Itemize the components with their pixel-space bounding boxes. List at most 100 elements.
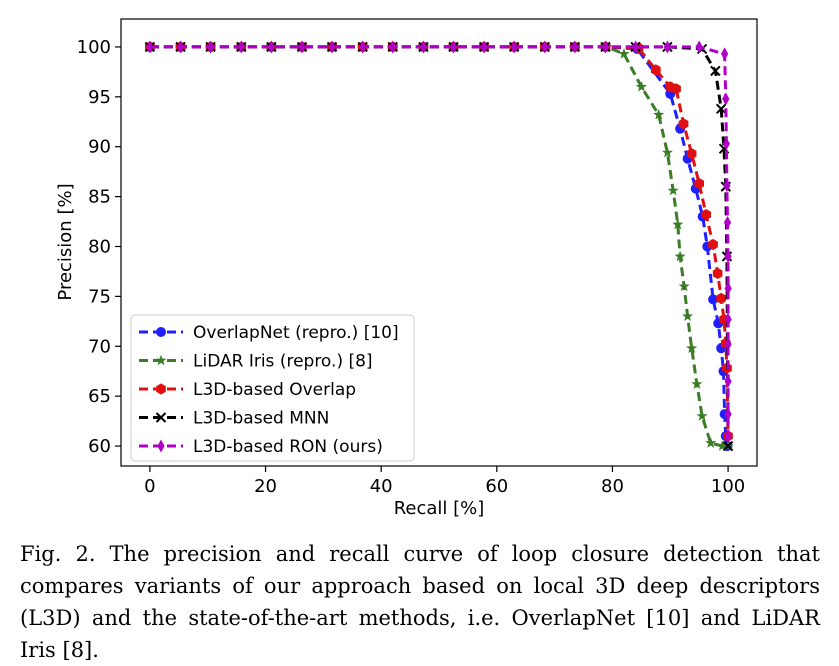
data-point	[671, 83, 681, 95]
data-point	[359, 40, 367, 54]
data-point	[207, 40, 215, 54]
legend-marker	[156, 383, 166, 395]
legend-entry: OverlapNet (repro.) [10]	[139, 323, 399, 343]
legend-entry: L3D-based RON (ours)	[139, 437, 383, 457]
x-tick-label: 40	[370, 476, 393, 497]
plot-area	[144, 40, 734, 452]
legend-marker	[155, 412, 167, 423]
legend-label: L3D-based Overlap	[193, 380, 356, 400]
data-point	[449, 40, 458, 54]
x-tick-label: 20	[254, 476, 277, 497]
data-point	[237, 40, 245, 54]
data-point	[724, 407, 732, 421]
data-point	[723, 179, 731, 193]
caption-label: Fig. 2.	[20, 542, 96, 566]
legend-marker	[156, 327, 166, 337]
data-point	[722, 92, 730, 106]
legend: OverlapNet (repro.) [10] LiDAR Iris (repr…	[130, 314, 415, 462]
data-point	[631, 40, 640, 54]
data-point	[724, 281, 732, 295]
axes-frame	[120, 18, 758, 467]
precision-recall-chart: 0 20 40 60 80 100 60 65 70 75 80 85 90 95 100 Recall …	[55, 18, 758, 519]
data-point	[695, 40, 703, 54]
data-point	[723, 216, 732, 230]
data-point	[724, 429, 732, 443]
data-point	[721, 47, 729, 61]
x-tick-label: 80	[601, 476, 624, 497]
data-point	[724, 249, 732, 263]
data-point	[678, 118, 689, 130]
data-point	[601, 40, 610, 54]
legend-label: LiDAR Iris (repro.) [8]	[193, 352, 373, 372]
data-point	[716, 292, 726, 304]
legend-label: L3D-based MNN	[193, 409, 329, 429]
figure-caption: Fig. 2. The precision and recall curve of…	[20, 538, 820, 666]
y-tick-label: 60	[88, 436, 111, 457]
legend-label: OverlapNet (repro.) [10]	[193, 323, 399, 343]
legend-entry: LiDAR Iris (repro.) [8]	[139, 352, 373, 372]
data-point	[694, 178, 704, 190]
x-axis-label: Recall [%]	[394, 498, 485, 519]
data-point	[298, 40, 306, 54]
x-tick-label: 100	[711, 476, 745, 497]
data-point	[686, 148, 697, 160]
y-tick-label: 75	[88, 286, 111, 307]
y-tick-label: 100	[77, 37, 111, 58]
data-point	[480, 40, 488, 54]
data-point	[618, 48, 630, 59]
y-axis-label: Precision [%]	[55, 183, 76, 300]
data-point	[722, 440, 734, 452]
caption-text: The precision and recall curve of loop c…	[20, 542, 820, 662]
x-axis-ticks: 0 20 40 60 80 100	[144, 466, 745, 497]
legend-frame	[130, 314, 415, 462]
data-point	[678, 280, 690, 292]
data-point	[715, 103, 727, 115]
data-point	[674, 250, 686, 262]
data-point	[686, 342, 698, 353]
data-point	[541, 40, 549, 54]
data-point	[661, 146, 673, 158]
y-tick-label: 70	[88, 336, 111, 357]
data-point	[724, 312, 732, 326]
data-point	[663, 40, 671, 54]
legend-marker	[157, 439, 165, 453]
data-point	[419, 40, 427, 54]
data-point	[691, 378, 703, 389]
data-point	[682, 310, 694, 321]
data-point	[267, 40, 275, 54]
data-point	[708, 238, 718, 251]
data-point	[176, 40, 185, 54]
data-point	[722, 137, 730, 151]
data-point	[710, 65, 721, 77]
data-point	[653, 109, 665, 120]
y-tick-label: 90	[88, 137, 111, 158]
data-point	[724, 337, 732, 351]
legend-marker	[155, 354, 167, 366]
x-tick-label: 0	[144, 476, 155, 497]
data-point	[672, 218, 684, 230]
data-point	[667, 184, 679, 196]
data-point	[651, 64, 661, 76]
data-point	[389, 40, 397, 54]
data-point	[696, 410, 708, 421]
series-4	[146, 40, 732, 443]
legend-entry: L3D-based MNN	[139, 409, 329, 429]
y-tick-label: 65	[88, 386, 111, 407]
data-point	[701, 209, 711, 221]
data-point	[146, 40, 154, 54]
x-tick-label: 60	[485, 476, 508, 497]
data-point	[712, 267, 723, 279]
data-point	[708, 294, 719, 305]
y-tick-label: 80	[88, 236, 111, 257]
data-point	[724, 374, 732, 388]
data-point	[705, 437, 717, 448]
legend-label: L3D-based RON (ours)	[193, 437, 383, 457]
y-tick-label: 95	[88, 87, 111, 108]
y-axis-ticks: 60 65 70 75 80 85 90 95 100	[77, 37, 121, 457]
data-point	[328, 40, 336, 54]
data-point	[716, 440, 728, 451]
data-point	[510, 40, 518, 54]
legend-entry: L3D-based Overlap	[139, 380, 356, 400]
data-point	[571, 40, 579, 54]
y-tick-label: 85	[88, 187, 111, 208]
